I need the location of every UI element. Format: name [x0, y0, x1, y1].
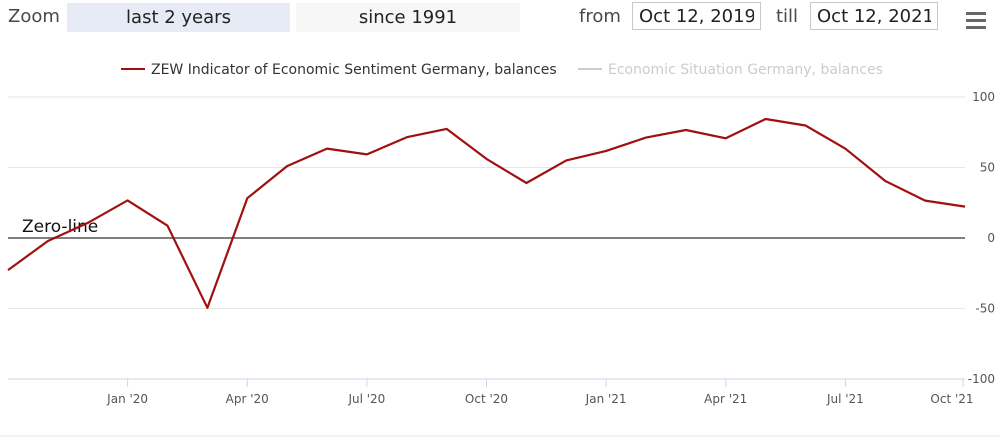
legend-item[interactable]: ZEW Indicator of Economic Sentiment Germ… — [121, 62, 557, 78]
x-tick-label: Apr '21 — [704, 392, 747, 406]
range-toolbar: Zoom last 2 years since 1991 from till — [0, 0, 1000, 40]
zoom-since-1991-button[interactable]: since 1991 — [296, 3, 520, 32]
from-label: from — [579, 6, 621, 27]
zoom-label: Zoom — [8, 6, 60, 27]
x-tick-label: Oct '21 — [930, 392, 973, 406]
y-tick-label: 0 — [987, 231, 995, 245]
zero-line-label: Zero-line — [22, 217, 98, 237]
x-tick-label: Jul '21 — [826, 392, 864, 406]
zoom-last-2-years-button[interactable]: last 2 years — [67, 3, 290, 32]
from-date-input[interactable] — [632, 2, 761, 30]
x-tick-label: Apr '20 — [226, 392, 269, 406]
x-tick-label: Jul '20 — [347, 392, 385, 406]
series-line-zew-sentiment[interactable] — [7, 117, 966, 309]
y-tick-label: 100 — [972, 90, 995, 104]
legend-item[interactable]: Economic Situation Germany, balances — [578, 62, 883, 78]
till-date-input[interactable] — [810, 2, 938, 30]
legend-label: ZEW Indicator of Economic Sentiment Germ… — [151, 62, 557, 78]
hamburger-menu-icon[interactable] — [960, 8, 992, 34]
y-tick-label: -50 — [975, 302, 995, 316]
legend-label: Economic Situation Germany, balances — [608, 62, 883, 78]
y-tick-label: -100 — [968, 372, 995, 386]
y-tick-label: 50 — [980, 161, 995, 175]
till-label: till — [776, 6, 799, 27]
x-tick-label: Jan '21 — [585, 392, 627, 406]
x-tick-label: Oct '20 — [465, 392, 508, 406]
x-tick-label: Jan '20 — [106, 392, 148, 406]
